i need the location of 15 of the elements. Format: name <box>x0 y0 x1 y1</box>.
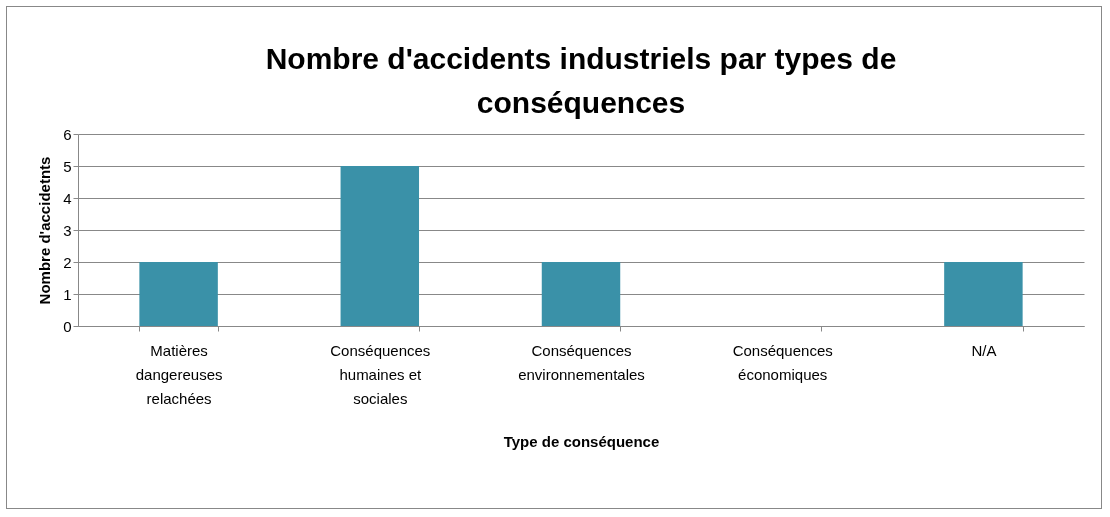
y-tick-label: 1 <box>63 285 72 303</box>
x-tick-label: Conséquences économiques <box>732 341 833 383</box>
y-axis-title: Nombre d'accidetnts <box>36 156 54 305</box>
x-axis-title: Type de conséquence <box>503 432 660 450</box>
x-tick-label: Matières dangereuses relachées <box>135 341 223 407</box>
y-tick-label: 4 <box>63 189 72 207</box>
y-tick-label: 0 <box>63 317 72 335</box>
x-tick-label: Conséquences humaines et sociales <box>330 341 431 407</box>
y-tick-label: 2 <box>63 253 72 271</box>
y-tick-label: 6 <box>63 125 72 143</box>
x-tick-label: N/A <box>971 341 997 359</box>
y-tick-label: 5 <box>63 157 72 175</box>
chart-title: Nombre d'accidents industriels par types de conséquences <box>265 42 897 119</box>
y-tick-label: 3 <box>63 221 72 239</box>
x-tick-label: Conséquences environnementales <box>518 341 645 383</box>
